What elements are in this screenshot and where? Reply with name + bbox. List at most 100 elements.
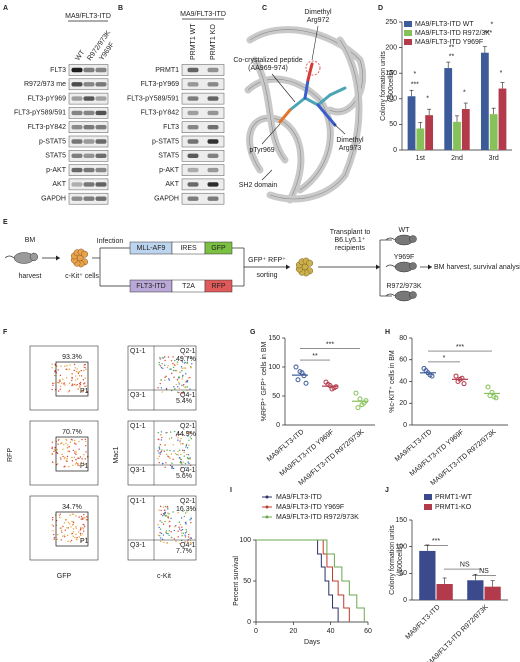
flow-event — [80, 540, 82, 543]
flow-event — [182, 461, 184, 463]
flow-event — [52, 525, 55, 527]
flow-event — [184, 381, 187, 383]
flow-event — [51, 516, 54, 519]
flow-event — [167, 455, 169, 457]
flow-event — [181, 392, 183, 394]
flow-event — [54, 449, 56, 452]
significance: * — [500, 70, 503, 77]
flow-event — [189, 388, 191, 390]
significance: ** — [312, 353, 318, 360]
flow-event — [176, 453, 178, 456]
structure-annotation: Co-crystalized peptide — [233, 57, 302, 64]
flow-event — [66, 365, 68, 367]
significance: *** — [456, 344, 464, 351]
gate-label: P1 — [80, 388, 89, 395]
structure-annotation: Arg972 — [307, 17, 330, 24]
y-tick-label: 60 — [399, 357, 407, 364]
y-tick-label: 150 — [268, 335, 280, 342]
flow-event — [61, 442, 63, 444]
flow-event — [187, 377, 189, 379]
blot-band — [71, 82, 83, 87]
arrow-head — [286, 264, 290, 270]
y-tick-label: 20 — [399, 400, 407, 407]
flow-event — [185, 529, 187, 531]
protein-ribbon-edge — [254, 59, 286, 161]
data-point — [487, 393, 493, 399]
gate — [55, 511, 89, 547]
flow-event — [83, 453, 85, 456]
flow-event — [84, 366, 86, 369]
panel-label: G — [250, 329, 256, 336]
flow-event — [173, 376, 175, 378]
flow-event — [178, 433, 181, 436]
flow-event — [84, 458, 86, 460]
bar — [425, 115, 434, 150]
cell — [306, 259, 314, 267]
blot-band — [207, 196, 219, 201]
flow-event — [179, 449, 181, 451]
flow-event — [162, 506, 165, 508]
flow-event — [84, 385, 86, 388]
flow-event — [51, 447, 53, 450]
flow-event — [175, 540, 177, 542]
flow-event — [64, 456, 66, 459]
blot-band — [187, 110, 199, 116]
flow-event — [62, 378, 64, 380]
flow-event — [85, 385, 88, 387]
flow-event — [160, 431, 163, 433]
flow-event — [75, 443, 77, 445]
flow-event — [160, 451, 162, 454]
flow-event — [181, 376, 184, 378]
gate — [55, 436, 89, 472]
quadrant-label: Q2-1 — [180, 498, 196, 505]
panel-label: D — [378, 5, 383, 12]
flow-event — [168, 521, 170, 523]
flow-event — [160, 450, 163, 453]
flow-event — [189, 541, 192, 544]
flow-event — [79, 529, 82, 531]
flow-event — [171, 536, 173, 539]
flow-event — [184, 512, 187, 514]
blot-band — [71, 153, 83, 158]
flow-event — [184, 355, 186, 358]
flow-plot — [29, 495, 99, 561]
flow-event — [190, 509, 192, 511]
y-axis-title: %c-KIT⁺ cells in BM — [389, 350, 396, 413]
blot-band — [207, 96, 219, 101]
blot-band — [83, 82, 95, 87]
flow-event — [180, 359, 182, 362]
flow-event — [66, 534, 69, 537]
flow-event — [74, 383, 76, 386]
flow-event — [177, 530, 179, 532]
flow-event — [160, 439, 163, 441]
blot-strip — [181, 164, 225, 176]
legend-label: MA9/FLT3-ITD — [276, 494, 322, 501]
flow-event — [185, 466, 187, 469]
data-point — [353, 390, 359, 396]
flow-event — [174, 452, 177, 455]
blot-band — [71, 125, 83, 130]
arrow-head — [56, 255, 60, 261]
flow-event — [171, 462, 173, 464]
blot-header: MA9/FLT3-ITD — [65, 13, 111, 20]
blot-row-label: FLT3-pY589/591 — [127, 95, 179, 102]
significance: *** — [326, 341, 334, 348]
y-axis-title: Percent survival — [233, 556, 240, 606]
flow-event — [165, 462, 167, 464]
flow-event — [58, 438, 60, 440]
flow-event — [52, 382, 54, 385]
flow-event — [157, 458, 159, 460]
protein-ribbon — [251, 56, 289, 164]
flow-event — [59, 513, 61, 515]
flow-event — [164, 511, 167, 514]
flow-event — [160, 513, 162, 516]
significance: ** — [449, 44, 455, 51]
flow-event — [76, 539, 78, 541]
flow-event — [62, 448, 64, 451]
flow-event — [183, 362, 186, 364]
flow-event — [185, 446, 187, 448]
flow-event — [191, 363, 193, 365]
quadrant-label: Q1-1 — [130, 348, 146, 355]
flow-event — [174, 388, 176, 390]
data-point — [355, 405, 361, 411]
